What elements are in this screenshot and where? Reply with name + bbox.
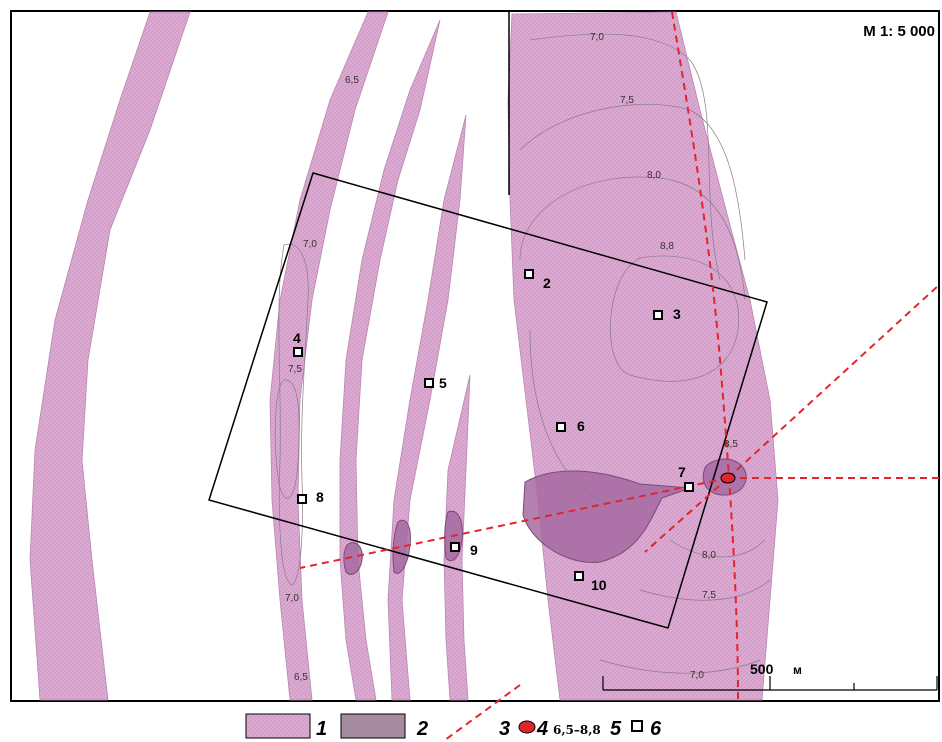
isoline-label: 8,0 xyxy=(702,550,716,561)
isoline-7-5-low xyxy=(639,579,771,601)
legend-sample-point-swatch xyxy=(631,720,643,732)
isoline-label: 7,0 xyxy=(303,239,317,250)
isoline-7-0 xyxy=(529,33,721,281)
legend-red-ellipse xyxy=(518,720,536,734)
isoline-label: 7,5 xyxy=(620,95,634,106)
isoline-label: 8,8 xyxy=(660,241,674,252)
red-ellipse-marker xyxy=(720,472,736,484)
isoline-label: 6,5 xyxy=(345,75,359,86)
map-scale-label: М 1: 5 000 xyxy=(863,23,935,40)
isoline-label: 7,0 xyxy=(690,670,704,681)
legend-range: 6,5–8,8 xyxy=(553,723,601,737)
ore-zone-band-3 xyxy=(339,19,441,701)
legend-number: 6 xyxy=(650,718,662,740)
legend-number: 2 xyxy=(416,718,428,740)
sample-point-marker xyxy=(524,269,534,279)
isoline-label: 7,5 xyxy=(288,364,302,375)
isoline-label: 7,0 xyxy=(590,32,604,43)
survey-block-outline xyxy=(208,172,768,629)
high-grade-zone-lens xyxy=(522,470,691,563)
isoline-label: 8,0 xyxy=(647,170,661,181)
sample-point-label: 7 xyxy=(678,464,686,480)
fault-line-sw xyxy=(644,477,729,553)
sampling-points: 2 3 4 5 6 7 8 9 10 xyxy=(293,269,694,593)
sample-point-marker xyxy=(450,542,460,552)
isoline-lower xyxy=(529,329,601,501)
sample-point-label: 4 xyxy=(293,330,301,346)
sample-point-label: 2 xyxy=(543,275,551,291)
sample-point-label: 9 xyxy=(470,542,478,558)
isoline-8-8 xyxy=(609,255,740,382)
sample-point-marker xyxy=(556,422,566,432)
fault-line-main xyxy=(671,11,739,701)
high-grade-zone-small-1 xyxy=(343,542,363,575)
sample-point-marker xyxy=(424,378,434,388)
sample-point-marker xyxy=(297,494,307,504)
isoline-west-inner xyxy=(274,379,300,499)
sample-point-marker xyxy=(293,347,303,357)
legend: 1 2 3 4 6,5–8,8 5 6 xyxy=(245,713,662,740)
legend-number: 5 xyxy=(610,718,622,740)
fault-line-west xyxy=(299,477,729,569)
sample-point-label: 6 xyxy=(577,418,585,434)
scale-bar-label: 500 xyxy=(750,661,774,677)
isoline-8-0 xyxy=(519,176,746,301)
isoline-label: 7,0 xyxy=(285,593,299,604)
isoline-west xyxy=(278,243,309,586)
fault-line-legend xyxy=(444,684,521,741)
isoline-label: 8,5 xyxy=(724,439,738,450)
sample-point-marker xyxy=(574,571,584,581)
ore-zone-band-4 xyxy=(387,114,467,701)
scale-bar-unit: м xyxy=(793,663,802,677)
sample-point-label: 3 xyxy=(673,306,681,322)
sample-point-marker xyxy=(684,482,694,492)
sample-point-label: 10 xyxy=(591,577,607,593)
legend-swatch-dark-zone xyxy=(340,713,406,739)
isoline-7-0-low xyxy=(599,659,761,674)
isoline-label: 6,5 xyxy=(294,672,308,683)
sample-point-label: 5 xyxy=(439,375,447,391)
legend-number: 3 xyxy=(499,718,510,740)
isoline-labels: 7,0 7,5 8,0 8,8 8,5 8,0 7,5 7,0 6,5 7,0 … xyxy=(285,32,738,683)
scale-bar xyxy=(602,676,938,691)
isolines xyxy=(274,33,771,674)
legend-number: 4 xyxy=(536,718,548,740)
high-grade-zone-small-2 xyxy=(392,519,411,574)
ore-zone-band-1 xyxy=(29,11,191,701)
isoline-8-0-low xyxy=(669,539,766,558)
isoline-label: 7,5 xyxy=(702,590,716,601)
faults xyxy=(299,11,940,741)
sample-point-label: 8 xyxy=(316,489,324,505)
legend-swatch-zone xyxy=(245,713,311,739)
legend-number: 1 xyxy=(316,718,327,740)
map-frame xyxy=(10,10,940,702)
isoline-7-5 xyxy=(519,104,746,261)
sample-point-marker xyxy=(653,310,663,320)
